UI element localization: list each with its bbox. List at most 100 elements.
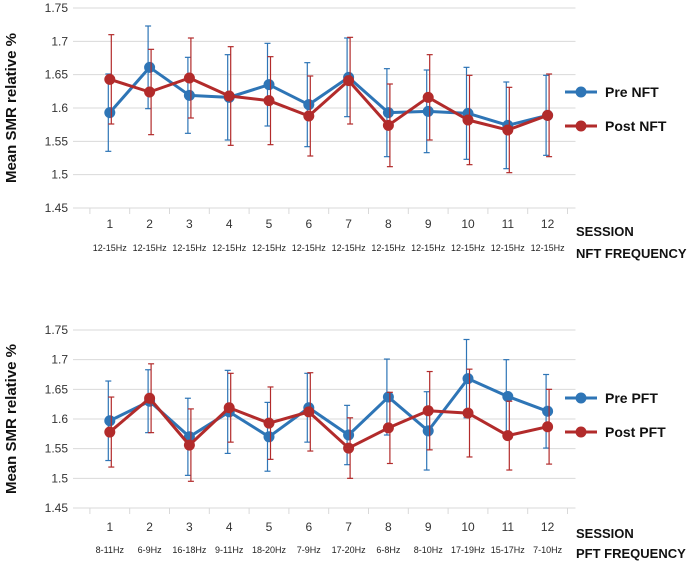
- data-point: [422, 105, 434, 117]
- legend-marker: [575, 86, 587, 98]
- x-tick-label: 12: [541, 520, 555, 534]
- x-tick-label: 6: [305, 217, 312, 231]
- frequency-label: 12-15Hz: [371, 243, 406, 253]
- x-tick-label: 11: [502, 520, 515, 534]
- frequency-label: 12-15Hz: [292, 243, 327, 253]
- y-tick-label: 1.5: [51, 168, 68, 182]
- frequency-label: 6-8Hz: [376, 545, 401, 555]
- x-tick-label: 3: [186, 520, 193, 534]
- frequency-label: 9-11Hz: [215, 545, 244, 555]
- x-tick-label: 9: [425, 217, 432, 231]
- data-point: [542, 421, 554, 433]
- y-tick-label: 1.5: [51, 471, 68, 485]
- y-tick-label: 1.65: [45, 382, 69, 396]
- data-point: [183, 439, 195, 451]
- legend-marker: [575, 426, 587, 438]
- x-tick-label: 2: [146, 520, 153, 534]
- data-point: [263, 79, 275, 91]
- data-point: [462, 114, 474, 126]
- x-tick-label: 12: [541, 217, 555, 231]
- x-tick-label: 7: [345, 217, 352, 231]
- data-point: [104, 426, 116, 438]
- data-point: [382, 391, 394, 403]
- legend-marker: [575, 120, 587, 132]
- x-axis-subtitle: NFT FREQUENCY: [576, 246, 687, 261]
- series-line: [109, 76, 549, 132]
- x-axis-title: SESSION: [576, 526, 634, 541]
- frequency-label: 12-15Hz: [212, 243, 247, 253]
- legend-marker: [575, 392, 587, 404]
- series-pre-pft: [104, 338, 554, 476]
- frequency-label: 18-20Hz: [252, 545, 287, 555]
- frequency-label: 12-15Hz: [133, 243, 168, 253]
- y-axis-label: Mean SMR relative %: [3, 344, 20, 494]
- x-tick-label: 3: [186, 217, 193, 231]
- frequency-label: 8-11Hz: [96, 545, 125, 555]
- chart-nft: 1.45 1.5 1.55 1.6 1.65 1.7 1.75 Mean SMR relati…: [3, 1, 687, 261]
- x-tick-label: 5: [266, 217, 273, 231]
- x-tick-label: 4: [226, 520, 233, 534]
- y-tick-label: 1.55: [45, 134, 69, 148]
- series-post-pft: [104, 363, 554, 482]
- data-point: [382, 422, 394, 434]
- frequency-label: 12-15Hz: [93, 243, 128, 253]
- y-tick-label: 1.75: [45, 323, 69, 337]
- data-point: [263, 95, 275, 107]
- data-point: [502, 124, 514, 136]
- data-point: [183, 72, 195, 84]
- data-point: [462, 373, 474, 385]
- data-point: [502, 430, 514, 442]
- data-point: [422, 425, 434, 437]
- frequency-label: 12-15Hz: [252, 243, 287, 253]
- series-post-nft: [104, 34, 554, 174]
- x-tick-label: 8: [385, 520, 392, 534]
- y-tick-label: 1.75: [45, 1, 69, 15]
- data-point: [422, 405, 434, 417]
- legend-label: Post PFT: [605, 424, 666, 440]
- x-tick-label: 10: [461, 217, 475, 231]
- data-point: [303, 110, 315, 122]
- frequency-label: 16-18Hz: [172, 545, 207, 555]
- y-tick-label: 1.45: [45, 201, 69, 215]
- data-point: [223, 402, 235, 414]
- data-point: [104, 415, 116, 427]
- series-line: [108, 65, 548, 127]
- data-point: [223, 90, 235, 102]
- data-point: [502, 390, 514, 402]
- x-tick-label: 9: [425, 520, 432, 534]
- data-point: [144, 86, 156, 98]
- data-point: [542, 109, 554, 121]
- frequency-label: 12-15Hz: [451, 243, 486, 253]
- x-axis-subtitle: PFT FREQUENCY: [576, 546, 686, 561]
- data-point: [183, 89, 195, 101]
- data-point: [422, 91, 434, 103]
- y-tick-label: 1.6: [51, 412, 68, 426]
- x-tick-label: 5: [266, 520, 273, 534]
- data-point: [263, 431, 275, 443]
- frequency-label: 12-15Hz: [411, 243, 446, 253]
- frequency-label: 12-15Hz: [332, 243, 367, 253]
- x-tick-label: 7: [345, 520, 352, 534]
- y-tick-label: 1.55: [45, 442, 69, 456]
- frequency-label: 12-15Hz: [491, 243, 526, 253]
- data-point: [303, 99, 315, 111]
- frequency-label: 7-10Hz: [533, 545, 563, 555]
- data-point: [382, 107, 394, 119]
- series-line: [108, 396, 548, 450]
- data-point: [542, 405, 554, 417]
- data-point: [144, 61, 156, 73]
- legend-label: Pre NFT: [605, 84, 659, 100]
- x-tick-label: 6: [305, 520, 312, 534]
- data-point: [104, 107, 116, 119]
- frequency-label: 15-17Hz: [491, 545, 526, 555]
- data-point: [343, 75, 355, 87]
- data-point: [183, 431, 195, 443]
- data-point: [303, 406, 315, 418]
- y-tick-label: 1.7: [51, 353, 68, 367]
- frequency-label: 12-15Hz: [172, 243, 207, 253]
- x-tick-label: 1: [106, 217, 113, 231]
- data-point: [104, 73, 116, 85]
- y-tick-label: 1.7: [51, 34, 68, 48]
